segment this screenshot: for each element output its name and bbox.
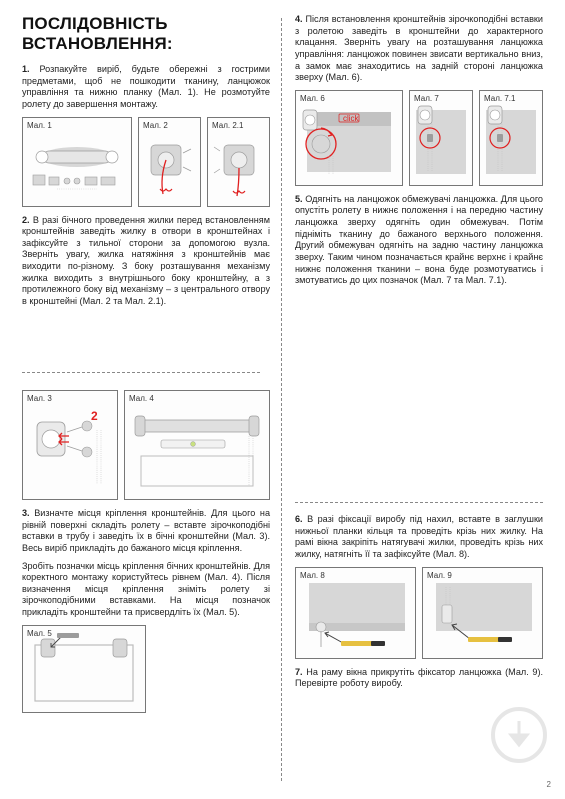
figure-1-label: Мал. 1: [27, 121, 52, 130]
figure-2-1: Мал. 2.1: [207, 117, 270, 207]
figure-9: Мал. 9: [422, 567, 543, 659]
figure-2-label: Мал. 2: [143, 121, 168, 130]
figure-7-1-label: Мал. 7.1: [484, 94, 515, 103]
divider-horizontal-right: [295, 502, 543, 503]
figure-6-label: Мал. 6: [300, 94, 325, 103]
step-3-text-b: Зробіть позначки місць кріплення бічних …: [22, 561, 270, 619]
figure-9-label: Мал. 9: [427, 571, 452, 580]
figure-3: Мал. 3 2: [22, 390, 118, 500]
figure-4-label: Мал. 4: [129, 394, 154, 403]
figure-6: Мал. 6 click: [295, 90, 403, 186]
figure-2: Мал. 2: [138, 117, 201, 207]
step-4-text: 4. Після встановлення кронштейнів зірочк…: [295, 14, 543, 84]
step-5-text: 5. Одягніть на ланцюжок обмежувачі ланцю…: [295, 194, 543, 287]
divider-vertical: [281, 18, 282, 781]
step-3-text-a: 3. Визначте місця кріплення кронштейнів.…: [22, 508, 270, 555]
figure-4: Мал. 4: [124, 390, 270, 500]
page-number: 2: [547, 780, 551, 789]
page-title: ПОСЛІДОВНІСТЬ ВСТАНОВЛЕННЯ:: [22, 14, 270, 54]
step-1-text: 1. Розпакуйте виріб, будьте обережні з г…: [22, 64, 270, 111]
figure-8: Мал. 8: [295, 567, 416, 659]
watermark-icon: [491, 707, 547, 763]
figure-7-label: Мал. 7: [414, 94, 439, 103]
figure-7-1: Мал. 7.1: [479, 90, 543, 186]
svg-text:2: 2: [91, 409, 98, 423]
step-7-text: 7. На раму вікна прикрутіть фіксатор лан…: [295, 667, 543, 690]
figure-5: Мал. 5: [22, 625, 146, 713]
figure-2-1-label: Мал. 2.1: [212, 121, 243, 130]
divider-horizontal-left: [22, 372, 260, 373]
figure-5-label: Мал. 5: [27, 629, 52, 638]
figure-1: Мал. 1: [22, 117, 132, 207]
figure-8-label: Мал. 8: [300, 571, 325, 580]
figure-3-label: Мал. 3: [27, 394, 52, 403]
step-6-text: 6. В разі фіксації виробу під нахил, вст…: [295, 514, 543, 561]
step-2-text: 2. В разі бічного проведення жилки перед…: [22, 215, 270, 308]
figure-7: Мал. 7: [409, 90, 473, 186]
